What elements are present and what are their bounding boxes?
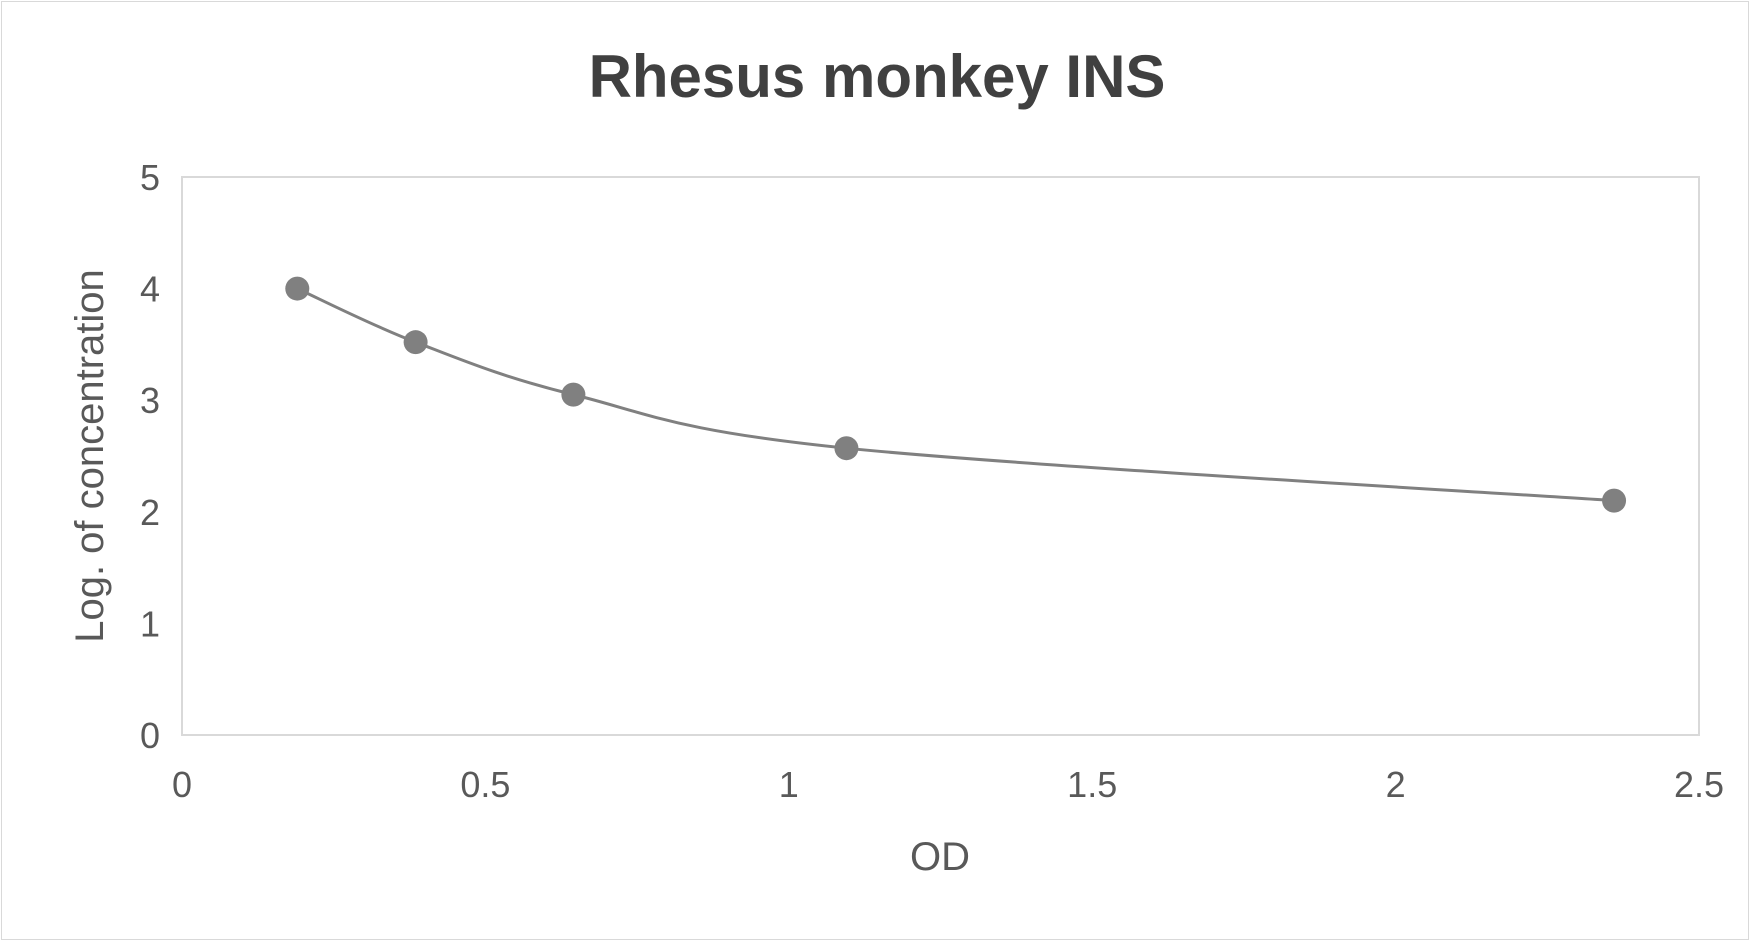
y-tick-label: 1	[140, 603, 160, 644]
data-point-0	[285, 276, 310, 301]
y-tick-label: 0	[140, 715, 160, 756]
data-point-2	[561, 382, 586, 407]
data-point-1	[403, 330, 428, 355]
y-tick-label: 5	[140, 157, 160, 198]
y-axis-ticks: 0 1 2 3 4 5	[140, 157, 160, 756]
series-points	[285, 276, 1627, 513]
x-tick-label: 0.5	[460, 764, 510, 805]
y-tick-label: 3	[140, 380, 160, 421]
x-tick-label: 1	[779, 764, 799, 805]
x-tick-label: 0	[172, 764, 192, 805]
x-tick-label: 2.5	[1674, 764, 1724, 805]
data-point-4	[1602, 488, 1627, 513]
y-tick-label: 4	[140, 269, 160, 310]
x-tick-label: 1.5	[1067, 764, 1117, 805]
y-axis-title: Log. of concentration	[68, 269, 112, 643]
data-point-3	[834, 436, 859, 461]
y-tick-label: 2	[140, 492, 160, 533]
chart-title: Rhesus monkey INS	[589, 43, 1166, 110]
x-tick-label: 2	[1386, 764, 1406, 805]
x-axis-title: OD	[910, 835, 970, 879]
x-axis-ticks: 0 0.5 1 1.5 2 2.5	[172, 764, 1724, 805]
